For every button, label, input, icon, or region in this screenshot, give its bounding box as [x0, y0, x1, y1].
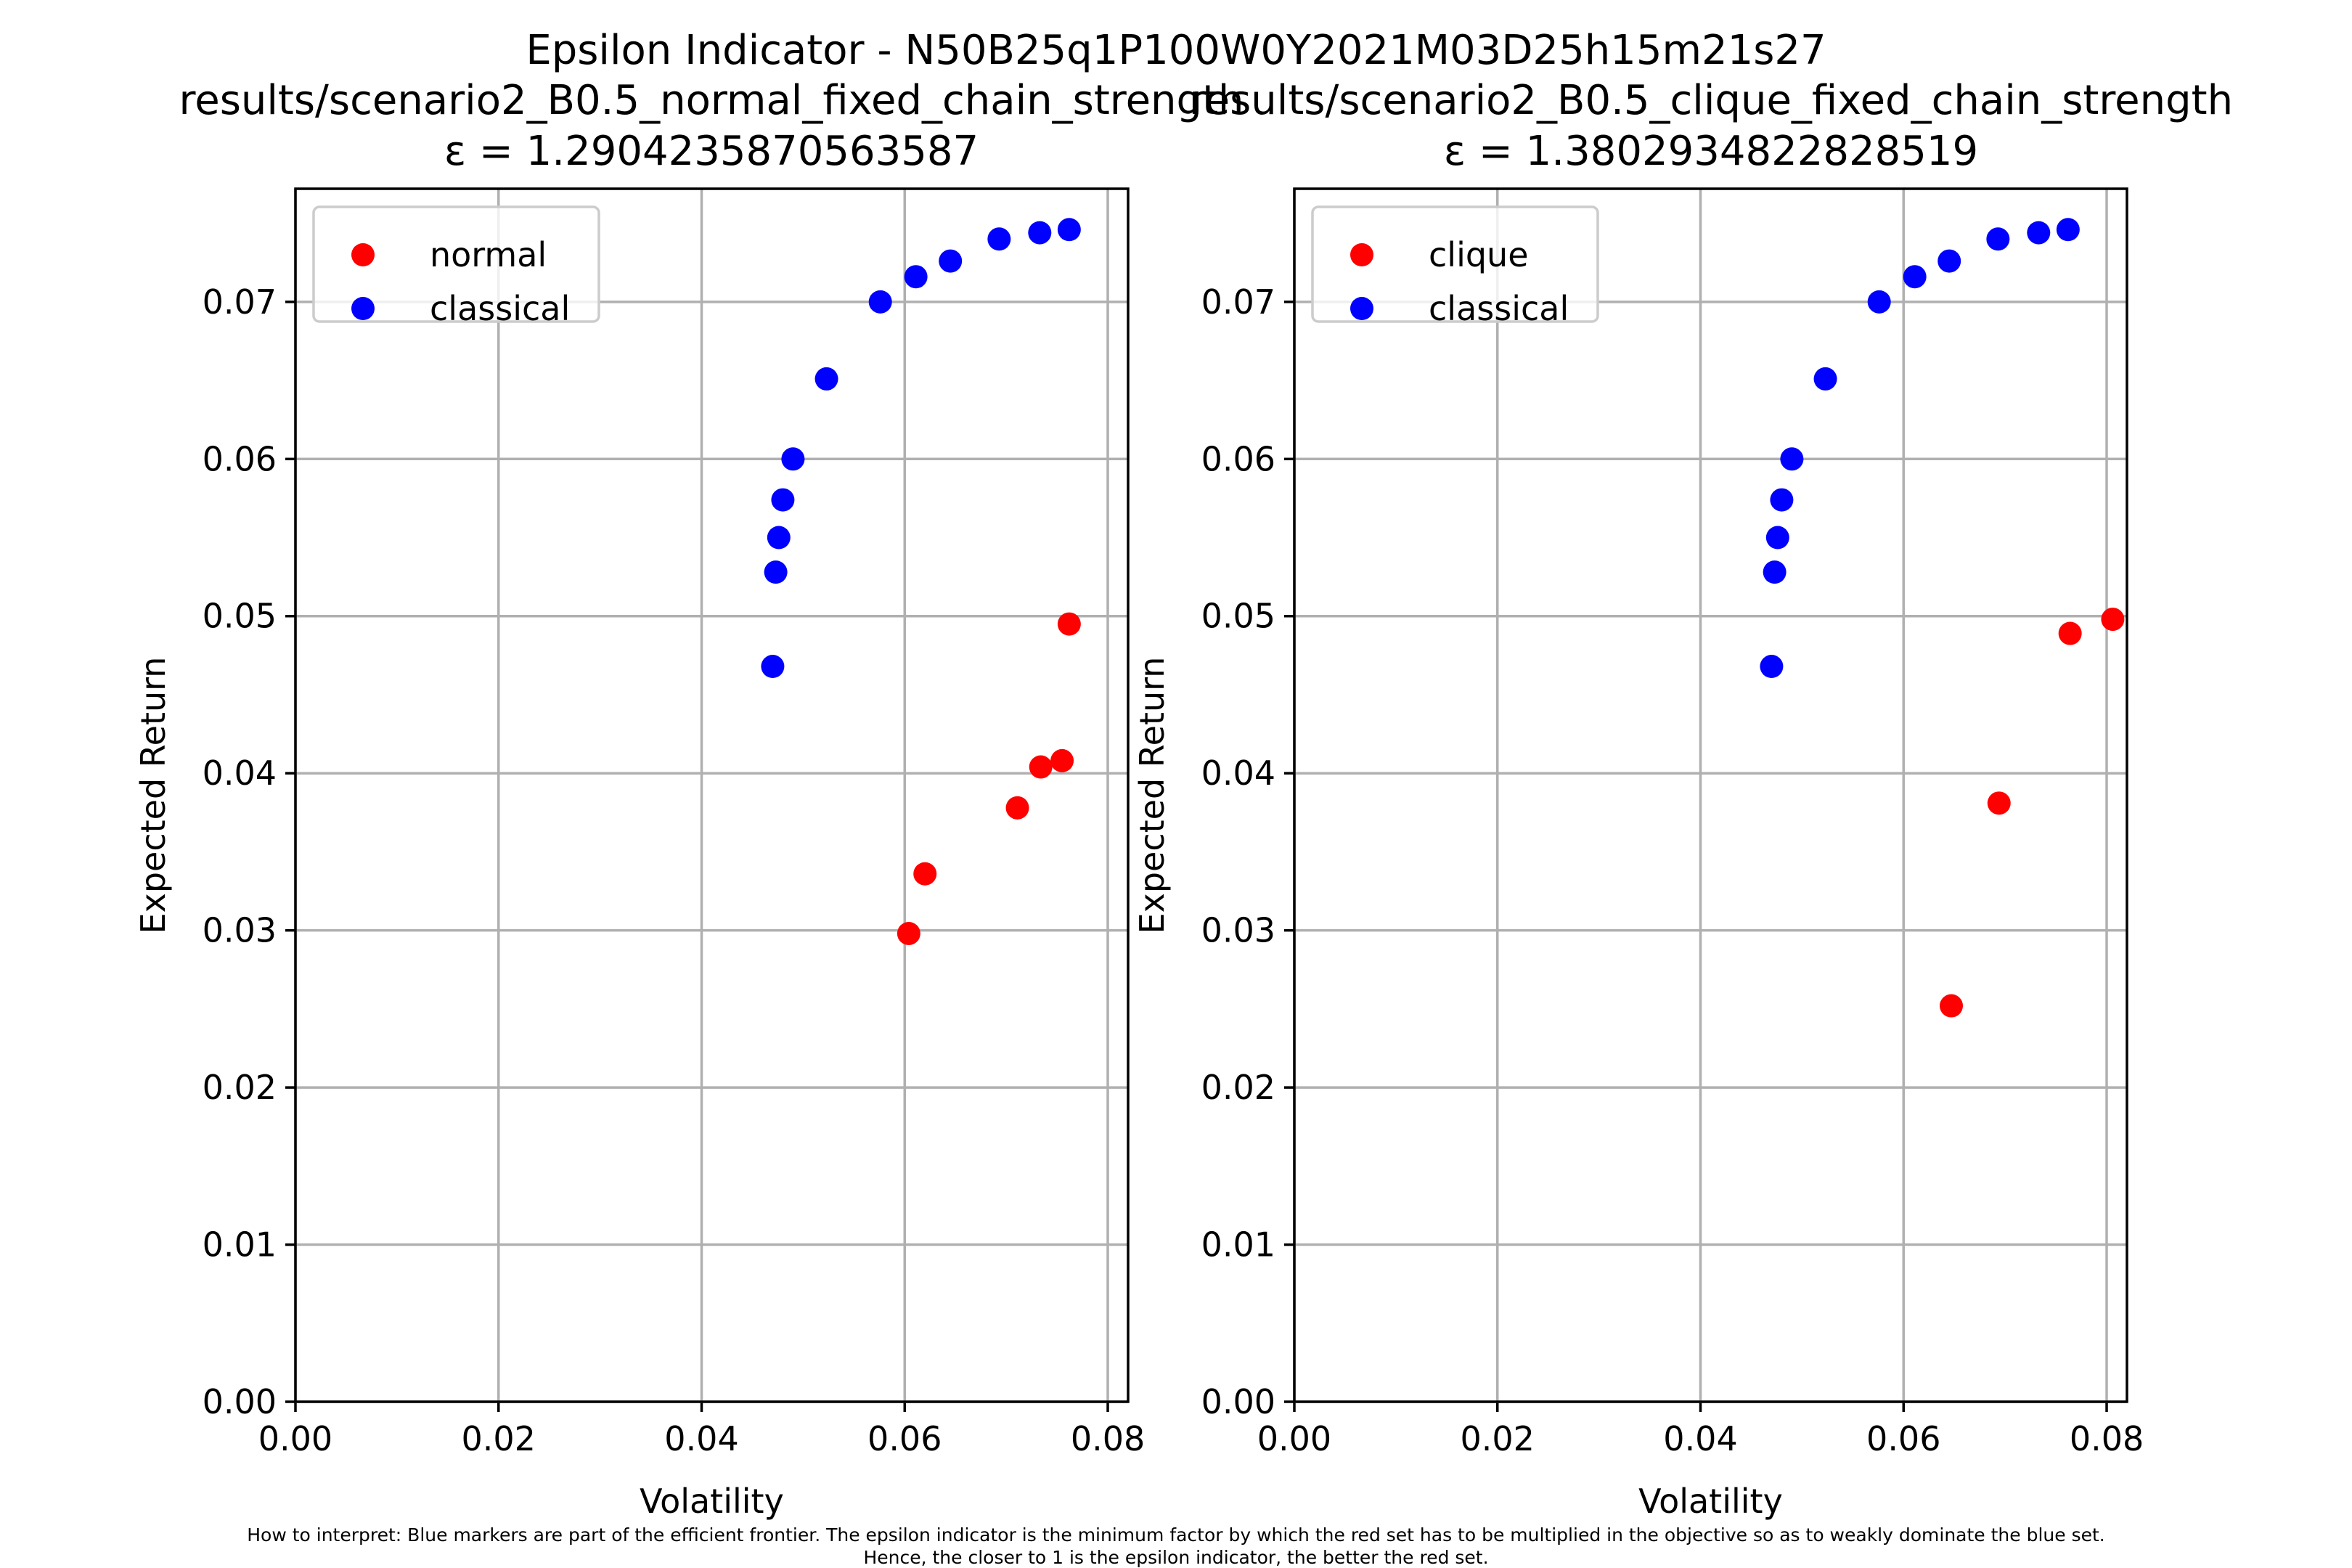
legend-marker-classical: [351, 297, 375, 320]
point-classical: [761, 655, 785, 679]
y-tick-label: 0.03: [1201, 911, 1275, 950]
point-classical: [1937, 249, 1961, 273]
point-classical: [814, 367, 838, 391]
scatter-panel-2: results/scenario2_B0.5_clique_fixed_chai…: [1132, 77, 2233, 1521]
legend-marker-normal: [351, 243, 375, 266]
x-tick-label: 0.04: [664, 1419, 738, 1458]
y-tick-label: 0.02: [203, 1068, 277, 1107]
y-axis-label: Expected Return: [1132, 657, 1172, 934]
point-classical: [2056, 218, 2080, 242]
panels: results/scenario2_B0.5_normal_fixed_chai…: [134, 77, 2233, 1521]
point-normal: [1005, 796, 1029, 820]
x-axis-label: Volatility: [640, 1482, 784, 1521]
y-tick-label: 0.06: [1201, 439, 1275, 478]
plot-frame: [1293, 187, 2128, 1403]
point-classical: [868, 290, 892, 314]
figure-suptitle: Epsilon Indicator - N50B25q1P100W0Y2021M…: [526, 27, 1826, 74]
y-tick-label: 0.00: [1201, 1382, 1275, 1421]
y-tick-label: 0.02: [1201, 1068, 1275, 1107]
point-classical: [1765, 526, 1789, 550]
point-classical: [1057, 218, 1081, 242]
y-tick-label: 0.04: [203, 754, 277, 793]
point-normal: [1057, 612, 1081, 636]
x-tick-label: 0.00: [1257, 1419, 1331, 1458]
point-clique: [2058, 621, 2082, 645]
x-tick-label: 0.06: [1866, 1419, 1940, 1458]
point-clique: [2101, 608, 2125, 632]
plot-frame: [294, 187, 1130, 1403]
y-tick-label: 0.00: [203, 1382, 277, 1421]
legend: normal classical: [312, 205, 600, 328]
point-classical: [1813, 367, 1837, 391]
point-classical: [767, 526, 791, 550]
y-tick-label: 0.07: [203, 282, 277, 322]
x-tick-label: 0.08: [2070, 1419, 2144, 1458]
point-classical: [1986, 227, 2010, 251]
y-tick-label: 0.04: [1201, 754, 1275, 793]
point-classical: [781, 447, 805, 471]
point-classical: [764, 560, 788, 584]
x-tick-label: 0.06: [867, 1419, 942, 1458]
x-tick-label: 0.08: [1071, 1419, 1145, 1458]
y-tick-label: 0.05: [1201, 597, 1275, 636]
footnote-line-2: Hence, the closer to 1 is the epsilon in…: [863, 1547, 1488, 1568]
legend: clique classical: [1311, 205, 1599, 328]
point-classical: [939, 249, 963, 273]
legend-label-normal: normal: [430, 235, 547, 274]
y-tick-label: 0.07: [1201, 282, 1275, 322]
x-tick-label: 0.02: [1461, 1419, 1535, 1458]
legend-box: [312, 205, 600, 323]
point-clique: [1940, 994, 1964, 1018]
point-normal: [1050, 748, 1074, 772]
x-tick-label: 0.00: [258, 1419, 332, 1458]
y-tick-label: 0.01: [1201, 1225, 1275, 1265]
x-tick-label: 0.02: [462, 1419, 536, 1458]
point-classical: [1028, 221, 1052, 245]
point-classical: [2027, 221, 2051, 245]
point-classical: [1763, 560, 1787, 584]
point-normal: [913, 862, 937, 886]
legend-label-clique: clique: [1429, 235, 1529, 274]
legend-label-classical: classical: [1429, 289, 1569, 328]
y-axis-label: Expected Return: [134, 657, 173, 934]
panel-title-line: results/scenario2_B0.5_normal_fixed_chai…: [179, 77, 1244, 124]
panel-title-line: results/scenario2_B0.5_clique_fixed_chai…: [1189, 77, 2233, 124]
scatter-panel-1: results/scenario2_B0.5_normal_fixed_chai…: [134, 77, 1244, 1521]
point-classical: [1867, 290, 1891, 314]
panel-title-line: ε = 1.2904235870563587: [444, 128, 979, 175]
x-axis-label: Volatility: [1638, 1482, 1783, 1521]
point-normal: [897, 921, 920, 945]
panel-title-line: ε = 1.3802934822828519: [1444, 128, 1978, 175]
x-tick-label: 0.04: [1663, 1419, 1737, 1458]
legend-marker-clique: [1350, 243, 1373, 266]
point-classical: [904, 265, 928, 289]
point-normal: [1029, 755, 1053, 779]
footnote-line-1: How to interpret: Blue markers are part …: [247, 1524, 2105, 1545]
point-classical: [1760, 655, 1784, 679]
point-classical: [1780, 447, 1804, 471]
y-tick-label: 0.05: [203, 597, 277, 636]
legend-box: [1311, 205, 1599, 323]
point-classical: [1770, 488, 1794, 512]
point-clique: [1987, 791, 2011, 815]
legend-label-classical: classical: [430, 289, 570, 328]
point-classical: [987, 227, 1011, 251]
point-classical: [1903, 265, 1927, 289]
legend-marker-classical: [1350, 297, 1373, 320]
y-tick-label: 0.06: [203, 439, 277, 478]
y-tick-label: 0.01: [203, 1225, 277, 1265]
point-classical: [771, 488, 795, 512]
y-tick-label: 0.03: [203, 911, 277, 950]
